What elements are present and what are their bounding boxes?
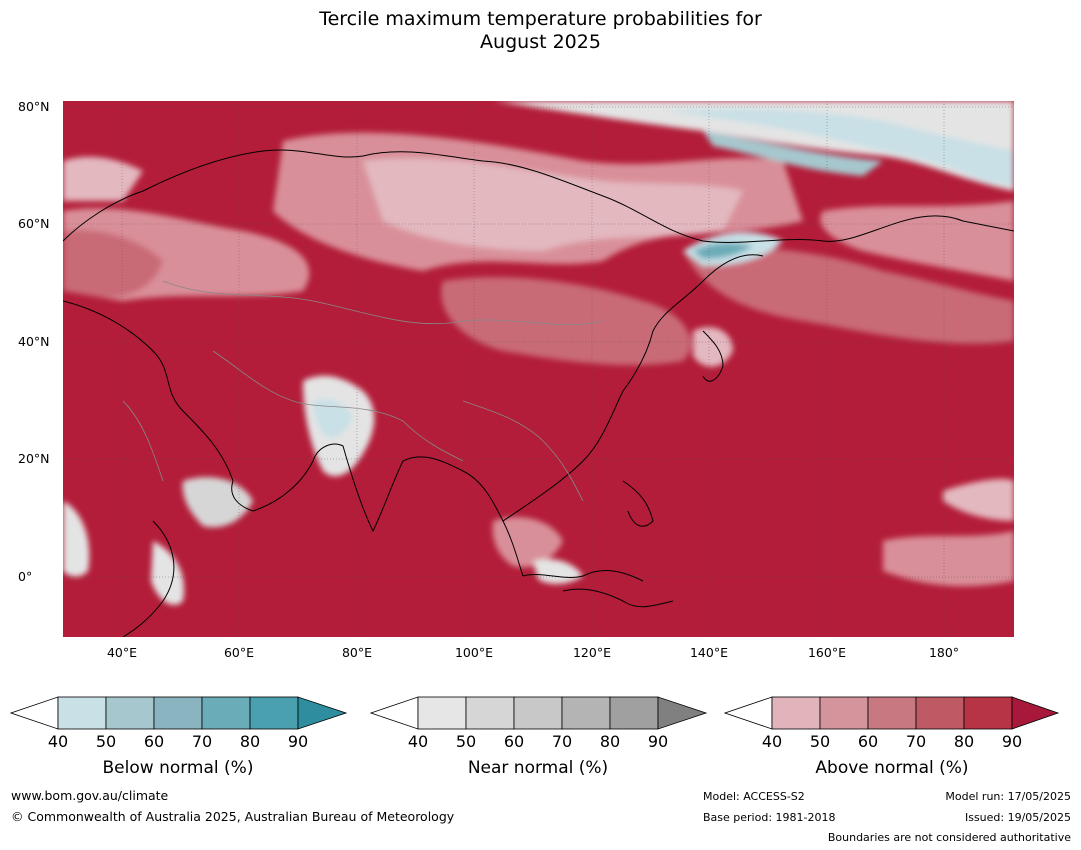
lon-label-120e: 120°E — [572, 645, 611, 660]
website-url: www.bom.gov.au/climate — [11, 788, 169, 803]
tick: 60 — [857, 732, 879, 751]
model-label: Model: ACCESS-S2 — [703, 790, 805, 803]
title-line-2: August 2025 — [480, 31, 601, 53]
colorbar-below — [10, 696, 348, 730]
tick: 90 — [1001, 732, 1023, 751]
tick: 80 — [953, 732, 975, 751]
tick: 70 — [551, 732, 573, 751]
tick: 90 — [647, 732, 669, 751]
country-borders — [122, 280, 604, 502]
issued-date: Issued: 19/05/2025 — [964, 811, 1071, 824]
lon-label-160e: 160°E — [807, 645, 846, 660]
tick: 80 — [239, 732, 261, 751]
lat-label-80n: 80°N — [18, 99, 50, 114]
tick: 90 — [287, 732, 309, 751]
tick: 70 — [191, 732, 213, 751]
lat-label-20n: 20°N — [18, 451, 50, 466]
lon-label-180: 180° — [928, 645, 960, 660]
tick: 50 — [809, 732, 831, 751]
probability-map — [63, 101, 1014, 637]
tick: 40 — [47, 732, 69, 751]
lat-label-40n: 40°N — [18, 334, 50, 349]
tick: 60 — [143, 732, 165, 751]
boundaries-disclaimer: Boundaries are not considered authoritat… — [827, 831, 1071, 844]
colorbar-above-title: Above normal (%) — [815, 758, 969, 778]
lat-label-60n: 60°N — [18, 216, 50, 231]
tick: 70 — [905, 732, 927, 751]
tick: 40 — [761, 732, 783, 751]
tick: 60 — [503, 732, 525, 751]
tick: 50 — [95, 732, 117, 751]
tick: 80 — [599, 732, 621, 751]
map-title: Tercile maximum temperature probabilitie… — [0, 8, 1081, 54]
lon-label-140e: 140°E — [689, 645, 728, 660]
coastlines — [63, 149, 1014, 637]
tick: 40 — [407, 732, 429, 751]
graticule — [63, 101, 1014, 637]
colorbar-above — [724, 696, 1060, 730]
base-period: Base period: 1981-2018 — [703, 811, 836, 824]
lon-label-80e: 80°E — [341, 645, 373, 660]
probability-regions — [63, 101, 1014, 605]
copyright: © Commonwealth of Australia 2025, Austra… — [11, 809, 455, 824]
colorbar-near-title: Near normal (%) — [467, 758, 609, 778]
lat-label-0: 0° — [18, 569, 33, 584]
lon-label-40e: 40°E — [106, 645, 138, 660]
lon-label-100e: 100°E — [454, 645, 493, 660]
model-run: Model run: 17/05/2025 — [945, 790, 1071, 803]
title-line-1: Tercile maximum temperature probabilitie… — [319, 8, 762, 30]
tick: 50 — [455, 732, 477, 751]
colorbar-near — [370, 696, 708, 730]
lon-label-60e: 60°E — [223, 645, 255, 660]
colorbar-below-title: Below normal (%) — [102, 758, 254, 778]
